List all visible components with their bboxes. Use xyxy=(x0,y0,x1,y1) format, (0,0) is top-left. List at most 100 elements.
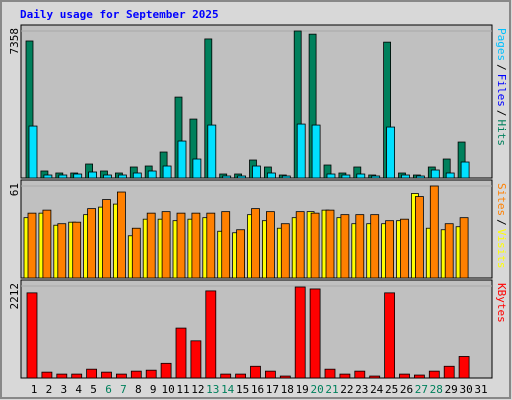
bar xyxy=(445,172,455,179)
x-tick-label: 31 xyxy=(474,383,487,396)
bar xyxy=(265,211,275,279)
bar xyxy=(88,171,97,179)
bar xyxy=(250,365,261,379)
bar xyxy=(176,212,186,279)
bar xyxy=(101,371,112,379)
bar xyxy=(311,124,321,179)
y-tick-label: 7358 xyxy=(8,28,21,55)
bar xyxy=(207,124,217,179)
bar xyxy=(237,175,247,179)
bar xyxy=(146,212,156,279)
bar xyxy=(355,214,365,279)
bar xyxy=(369,375,381,379)
x-tick-label: 11 xyxy=(176,383,189,396)
bar xyxy=(341,174,351,179)
legend-item: / xyxy=(495,64,508,71)
x-tick-label: 26 xyxy=(400,383,413,396)
bar xyxy=(400,218,409,279)
bar xyxy=(72,221,82,279)
bar xyxy=(160,362,172,379)
bar xyxy=(42,209,52,279)
bar xyxy=(28,125,38,179)
bar xyxy=(371,175,381,179)
bar xyxy=(356,173,366,179)
bar xyxy=(235,373,247,379)
bar xyxy=(86,368,97,379)
bar xyxy=(384,292,396,379)
x-tick-label: 4 xyxy=(75,383,82,396)
x-tick-label: 10 xyxy=(161,383,174,396)
bar xyxy=(428,370,440,379)
x-tick-label: 12 xyxy=(191,383,204,396)
y-tick-label: 61 xyxy=(8,183,21,196)
bar xyxy=(73,173,83,179)
bar xyxy=(56,373,68,379)
bar xyxy=(251,208,260,279)
bar xyxy=(221,211,231,279)
legend-item: Visits xyxy=(495,229,508,269)
x-tick-label: 15 xyxy=(236,383,249,396)
x-tick-label: 14 xyxy=(221,383,235,396)
x-tick-label: 16 xyxy=(251,383,264,396)
bar xyxy=(145,369,157,379)
x-tick-label: 9 xyxy=(150,383,157,396)
bar xyxy=(102,199,111,279)
bar xyxy=(132,172,142,179)
bar xyxy=(26,292,38,379)
bar xyxy=(87,208,96,279)
bar xyxy=(414,196,424,279)
bar xyxy=(41,371,53,379)
bar xyxy=(386,126,396,179)
legend: Pages / Files / Hits xyxy=(495,28,508,146)
bar xyxy=(354,370,366,379)
bar xyxy=(296,123,306,179)
x-tick-label: 27 xyxy=(415,383,428,396)
bar xyxy=(27,212,37,279)
x-tick-label: 30 xyxy=(459,383,472,396)
x-tick-label: 13 xyxy=(206,383,219,396)
bar xyxy=(460,161,470,179)
bar xyxy=(415,175,425,179)
bar xyxy=(147,170,157,179)
plot-area xyxy=(20,24,493,179)
legend: KBytes xyxy=(495,283,508,323)
legend-item: KBytes xyxy=(495,283,508,323)
bar xyxy=(339,373,351,379)
bar xyxy=(162,165,172,179)
bar xyxy=(220,373,232,379)
x-tick-label: 7 xyxy=(120,383,127,396)
x-tick-label: 22 xyxy=(340,383,353,396)
y-tick-label: 2212 xyxy=(8,283,21,310)
bar xyxy=(177,140,187,179)
x-tick-label: 24 xyxy=(370,383,384,396)
bar xyxy=(190,340,202,379)
bar xyxy=(71,373,83,379)
bar xyxy=(205,290,217,379)
bar xyxy=(325,209,335,279)
legend: Sites / Visits xyxy=(495,183,508,269)
x-tick-label: 23 xyxy=(355,383,368,396)
x-tick-label: 19 xyxy=(296,383,309,396)
x-tick-label: 18 xyxy=(281,383,294,396)
x-tick-label: 25 xyxy=(385,383,398,396)
bar xyxy=(281,175,291,179)
x-tick-label: 3 xyxy=(60,383,67,396)
bar xyxy=(236,229,246,279)
bar xyxy=(279,375,291,379)
legend-item: Hits xyxy=(495,120,508,147)
bar xyxy=(443,365,455,379)
bar xyxy=(103,174,112,179)
x-tick-label: 17 xyxy=(266,383,279,396)
x-tick-label: 21 xyxy=(325,383,338,396)
bar xyxy=(444,223,454,279)
bar xyxy=(340,214,350,279)
x-tick-label: 28 xyxy=(430,383,443,396)
bar xyxy=(206,212,216,279)
bar xyxy=(252,165,261,179)
bar xyxy=(116,373,127,379)
bar xyxy=(130,370,142,379)
bar xyxy=(430,169,440,179)
